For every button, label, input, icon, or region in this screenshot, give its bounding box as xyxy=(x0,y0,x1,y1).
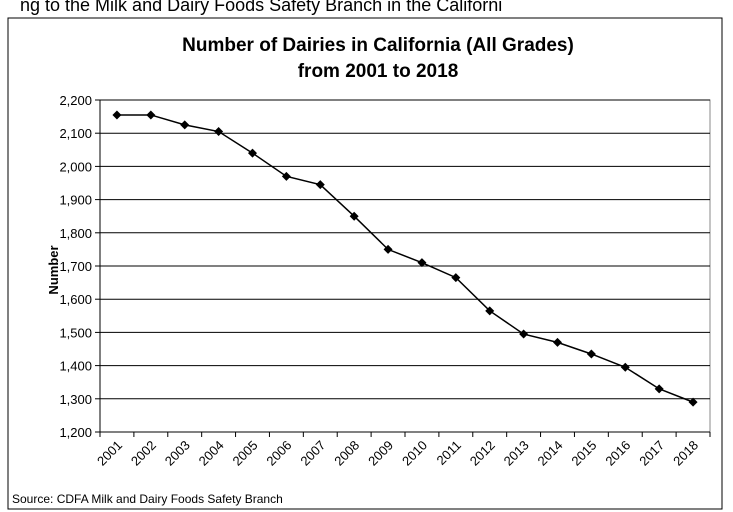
line xyxy=(116,114,694,403)
marker xyxy=(451,273,461,283)
marker xyxy=(349,211,359,221)
x-tick-label: 2010 xyxy=(399,438,430,469)
x-tick-label: 2002 xyxy=(128,438,159,469)
marker xyxy=(417,258,427,268)
marker xyxy=(180,120,190,130)
x-tick-label: 2001 xyxy=(94,438,125,469)
y-tick-label: 1,200 xyxy=(59,425,92,440)
source: Source: CDFA Milk and Dairy Foods Safety… xyxy=(12,492,283,506)
x-tick-label: 2005 xyxy=(230,438,261,469)
chart-title: Number of Dairies in California (All Gra… xyxy=(182,35,574,56)
chart-frame xyxy=(7,17,723,510)
y-tick-label: 1,800 xyxy=(59,226,92,241)
y-tick-label: 1,300 xyxy=(59,392,92,407)
x-tick-label: 2014 xyxy=(535,438,566,469)
marker xyxy=(586,349,596,359)
marker xyxy=(553,337,562,347)
x-tick-label: 2006 xyxy=(263,438,294,469)
x-tick-label: 2013 xyxy=(501,438,532,469)
y-tick-label: 2,000 xyxy=(59,159,92,174)
x-tick-label: 2011 xyxy=(434,438,464,468)
x-tick-label: 2018 xyxy=(670,438,701,469)
x-tick-label: 2003 xyxy=(162,438,193,469)
x-tick-label: 2015 xyxy=(568,438,599,469)
y-tick-label: 1,900 xyxy=(59,193,92,208)
x-tick-label: 2004 xyxy=(196,438,227,469)
marker xyxy=(383,244,393,254)
y-tick-label: 1,400 xyxy=(59,359,92,374)
marker xyxy=(620,362,630,372)
x-tick-label: 2016 xyxy=(602,438,633,469)
header-text: ng to the Milk and Dairy Foods Safety Br… xyxy=(20,0,502,15)
y-tick-label: 1,600 xyxy=(59,292,92,307)
chart-title: from 2001 to 2018 xyxy=(298,61,459,82)
marker xyxy=(281,171,291,181)
marker xyxy=(315,180,325,190)
y-axis-label: Number xyxy=(46,245,61,294)
y-tick-label: 1,500 xyxy=(59,325,92,340)
x-tick-label: 2009 xyxy=(365,438,396,469)
y-tick-label: 2,200 xyxy=(59,93,92,108)
x-tick-label: 2008 xyxy=(331,438,362,469)
y-tick-label: 2,100 xyxy=(59,126,92,141)
marker xyxy=(688,397,698,407)
marker xyxy=(519,329,529,339)
marker xyxy=(146,110,156,120)
marker xyxy=(654,384,664,394)
marker xyxy=(214,127,224,137)
x-tick-label: 2012 xyxy=(467,438,498,469)
marker xyxy=(112,110,122,120)
x-tick-label: 2007 xyxy=(297,438,328,469)
x-tick-label: 2017 xyxy=(636,438,667,469)
marker xyxy=(248,148,257,158)
y-tick-label: 1,700 xyxy=(59,259,92,274)
marker xyxy=(485,306,495,316)
